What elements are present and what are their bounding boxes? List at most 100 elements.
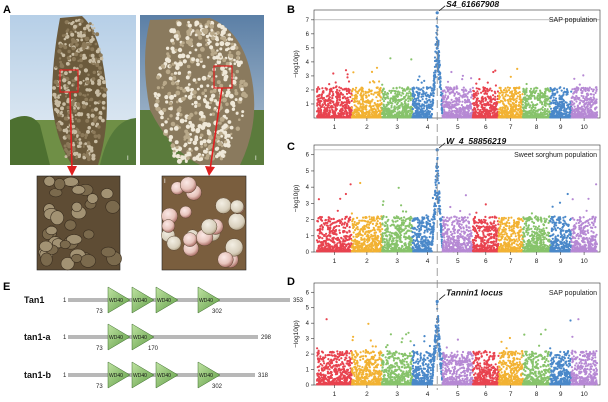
snp-point (553, 93, 556, 96)
snp-point (518, 98, 521, 101)
snp-point (563, 110, 566, 113)
snp-point (465, 114, 468, 117)
snp-point (565, 93, 568, 96)
snp-point (409, 114, 412, 117)
snp-point (368, 113, 371, 116)
snp-point (437, 55, 440, 58)
snp-point (543, 100, 546, 103)
snp-point (390, 89, 393, 92)
snp-point (355, 233, 358, 236)
snp-point (338, 99, 341, 102)
snp-point (323, 234, 326, 238)
seed-closeup-right: I (161, 175, 247, 271)
snp-point (550, 88, 553, 91)
snp-point (487, 101, 490, 104)
snp-point (514, 108, 518, 111)
snp-point (419, 116, 422, 119)
snp-point (327, 219, 330, 223)
snp-point (382, 100, 386, 103)
snp-point (370, 92, 373, 95)
snp-point (347, 80, 351, 83)
snp-point (421, 113, 424, 116)
snp-point (398, 86, 401, 89)
snp-point (529, 104, 532, 107)
snp-point (473, 116, 476, 119)
snp-point (466, 96, 469, 99)
snp-point (381, 237, 384, 240)
snp-point (330, 218, 333, 221)
snp-point (362, 94, 365, 97)
snp-point (553, 110, 556, 113)
sorghum-panicle-photo-left: I (10, 15, 136, 165)
snp-point (454, 92, 457, 95)
snp-point (580, 94, 583, 97)
snp-point (355, 110, 358, 113)
snp-point (566, 111, 569, 114)
snp-point (523, 112, 526, 115)
snp-point (444, 113, 448, 116)
panel-letter-c: C (287, 141, 295, 153)
snp-point (476, 90, 479, 93)
snp-point (430, 89, 434, 92)
snp-point (549, 90, 552, 93)
snp-point (499, 106, 502, 109)
snp-point (590, 104, 593, 107)
snp-point (429, 110, 432, 113)
snp-point (412, 103, 415, 106)
sorghum-panicle-photo-right: I (140, 15, 264, 165)
snp-point (438, 73, 441, 76)
snp-point (509, 75, 512, 78)
snp-point (426, 106, 429, 109)
snp-point (356, 92, 359, 95)
snp-point (350, 212, 353, 215)
snp-point (403, 102, 406, 105)
snp-point (409, 98, 412, 102)
snp-point (432, 94, 435, 98)
snp-point (325, 232, 328, 235)
snp-point (583, 110, 586, 113)
snp-point (389, 57, 392, 60)
chromosome-label: 8 (535, 124, 539, 131)
snp-point (554, 97, 558, 100)
snp-point (360, 86, 364, 89)
snp-point (497, 108, 500, 111)
snp-point (575, 100, 578, 103)
snp-point (425, 113, 428, 116)
snp-point (324, 218, 327, 222)
snp-point (338, 229, 341, 232)
snp-point (317, 250, 320, 253)
snp-point (413, 97, 416, 100)
snp-point (336, 98, 339, 101)
snp-point (583, 103, 587, 106)
snp-point (549, 97, 552, 100)
snp-point (317, 86, 320, 89)
snp-point (503, 98, 506, 101)
snp-point (554, 103, 557, 106)
chromosome-label: 2 (365, 258, 369, 265)
snp-point (353, 99, 356, 102)
snp-point (393, 97, 396, 100)
snp-point (469, 90, 472, 93)
snp-point (458, 100, 461, 103)
snp-point (340, 223, 343, 226)
snp-point (409, 88, 412, 91)
snp-point (441, 114, 444, 117)
snp-point (595, 86, 598, 89)
snp-point (502, 102, 505, 105)
snp-point (328, 106, 331, 109)
snp-point (320, 100, 323, 103)
snp-point (447, 89, 450, 92)
snp-point (573, 105, 576, 108)
snp-point (518, 87, 521, 90)
snp-point (363, 224, 366, 227)
snp-point (346, 231, 349, 234)
snp-point (573, 91, 576, 94)
snp-point (332, 236, 335, 239)
snp-point (369, 250, 372, 253)
snp-point (435, 36, 438, 39)
snp-point (422, 86, 425, 89)
snp-point (453, 116, 456, 119)
snp-point (426, 93, 429, 96)
snp-point (467, 105, 470, 108)
snp-point (321, 97, 324, 100)
